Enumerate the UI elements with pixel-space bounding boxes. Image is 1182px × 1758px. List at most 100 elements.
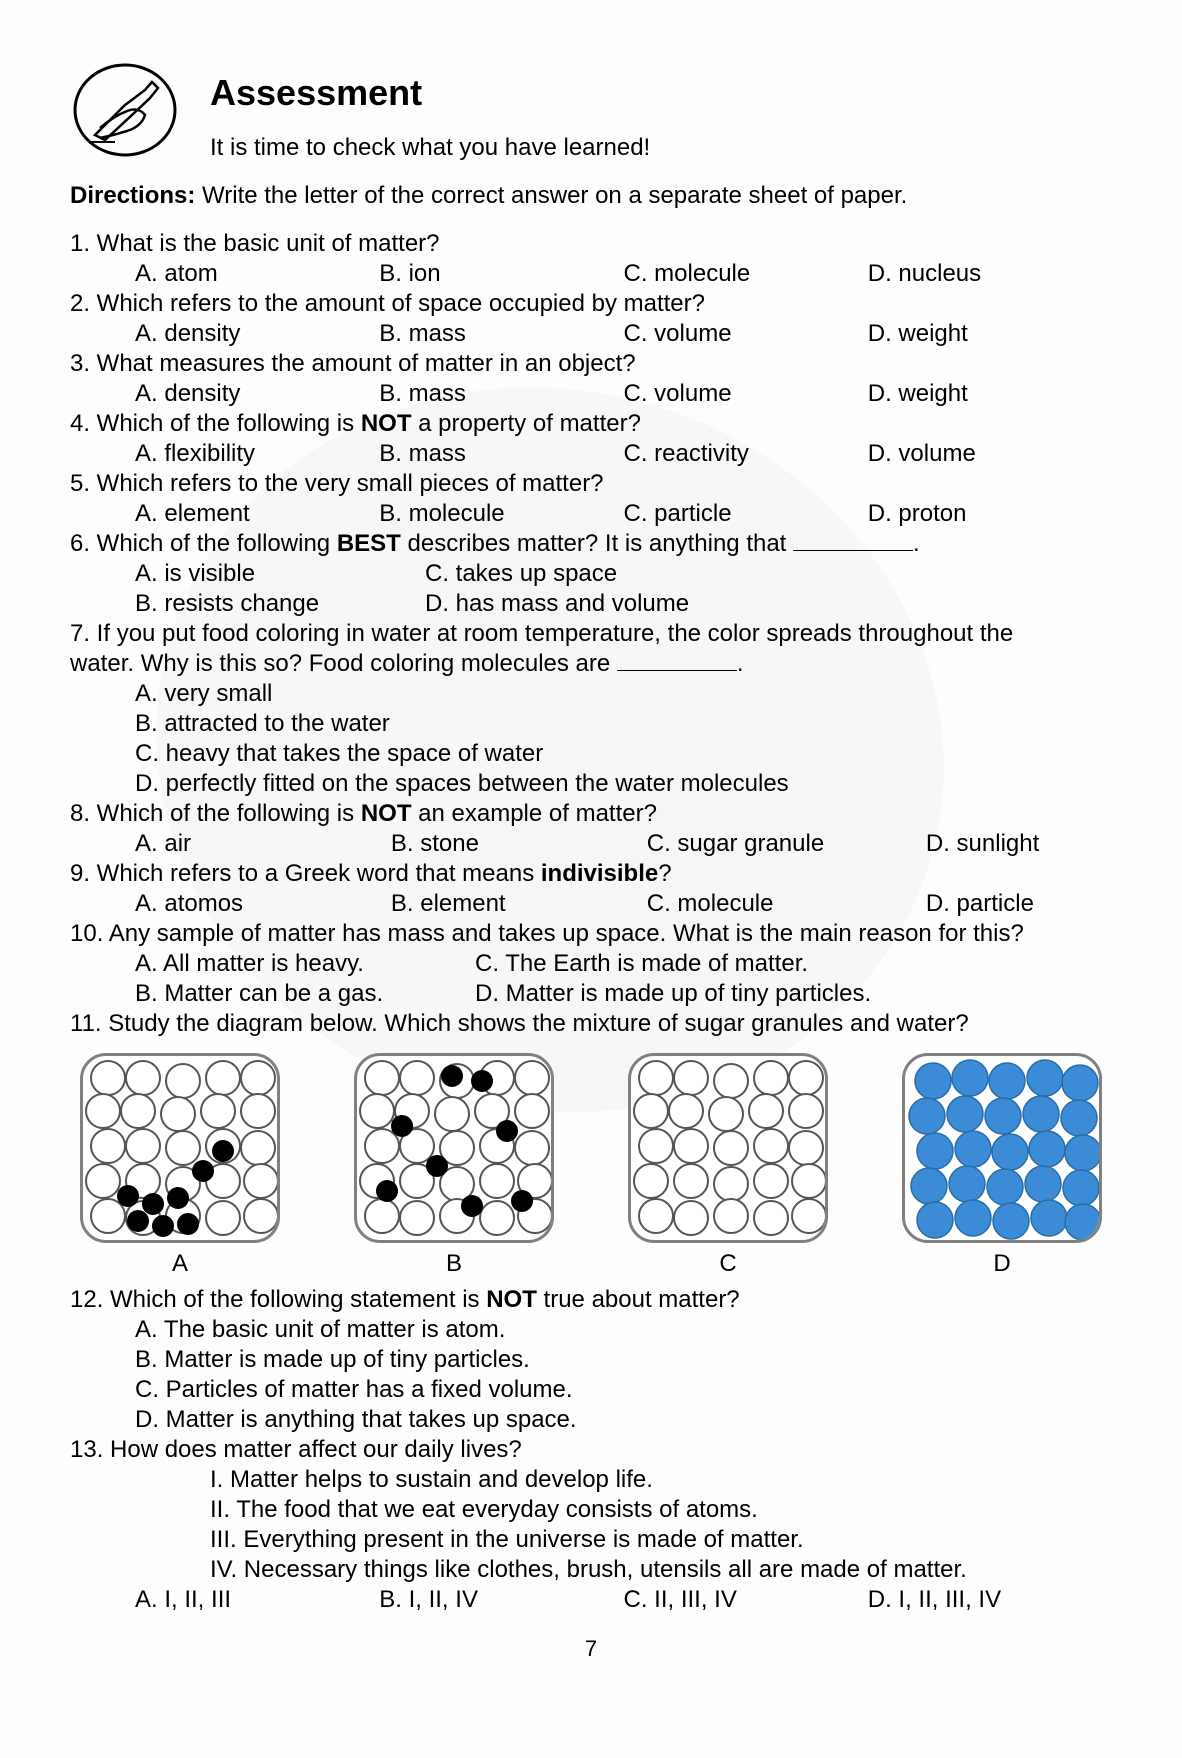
q8-text2: an example of matter? [411, 800, 656, 827]
q12-b: B. Matter is made up of tiny particles. [135, 1345, 1112, 1375]
q4-choices: A. flexibility B. mass C. reactivity D. … [70, 439, 1112, 469]
question-3: 3. What measures the amount of matter in… [70, 349, 1112, 379]
q9-text2: ? [658, 860, 671, 887]
q3-text: 3. What measures the amount of matter in… [70, 350, 636, 377]
q2-d: D. weight [868, 319, 1112, 349]
q7-b: B. attracted to the water [135, 709, 1112, 739]
q9-b: B. element [391, 889, 647, 919]
header: Assessment It is time to check what you … [70, 60, 1112, 163]
q9-choices: A. atomos B. element C. molecule D. part… [70, 889, 1112, 919]
q6-blank [793, 550, 913, 551]
diagram-b [354, 1053, 554, 1243]
q10-choices: A. All matter is heavy.C. The Earth is m… [70, 949, 1112, 1009]
q6-d: D. has mass and volume [425, 589, 689, 619]
diagram-d [902, 1053, 1102, 1243]
q6-text3: . [913, 530, 920, 557]
q1-c: C. molecule [624, 259, 868, 289]
question-2: 2. Which refers to the amount of space o… [70, 289, 1112, 319]
q3-b: B. mass [379, 379, 623, 409]
q3-a: A. density [135, 379, 379, 409]
q6-bold: BEST [337, 530, 401, 557]
q5-choices: A. element B. molecule C. particle D. pr… [70, 499, 1112, 529]
page-subtitle: It is time to check what you have learne… [210, 133, 650, 163]
diagram-c-label: C [628, 1249, 828, 1279]
question-7: 7. If you put food coloring in water at … [70, 619, 1112, 679]
q11-diagrams: A B [70, 1053, 1112, 1279]
q8-c: C. sugar granule [647, 829, 926, 859]
q4-text1: 4. Which of the following is [70, 410, 361, 437]
diagram-a-label: A [80, 1249, 280, 1279]
question-12: 12. Which of the following statement is … [70, 1285, 1112, 1315]
q5-b: B. molecule [379, 499, 623, 529]
diagram-a-cell: A [80, 1053, 280, 1279]
question-9: 9. Which refers to a Greek word that mea… [70, 859, 1112, 889]
q10-d: D. Matter is made up of tiny particles. [475, 979, 871, 1009]
q10-text: 10. Any sample of matter has mass and ta… [70, 920, 1024, 947]
q7-c: C. heavy that takes the space of water [135, 739, 1112, 769]
q4-d: D. volume [868, 439, 1112, 469]
q1-a: A. atom [135, 259, 379, 289]
q10-c: C. The Earth is made of matter. [475, 949, 808, 979]
q13-c: C. II, III, IV [624, 1585, 868, 1615]
q6-c: C. takes up space [425, 559, 617, 589]
writing-hand-icon [70, 60, 180, 160]
q12-text2: true about matter? [537, 1286, 740, 1313]
diagram-c [628, 1053, 828, 1243]
q9-c: C. molecule [647, 889, 926, 919]
q11-text: 11. Study the diagram below. Which shows… [70, 1010, 969, 1037]
q7-line1: 7. If you put food coloring in water at … [70, 619, 1112, 649]
q6-text2: describes matter? It is anything that [401, 530, 793, 557]
q2-text: 2. Which refers to the amount of space o… [70, 290, 705, 317]
q5-c: C. particle [624, 499, 868, 529]
q3-d: D. weight [868, 379, 1112, 409]
q5-a: A. element [135, 499, 379, 529]
q4-text2: a property of matter? [411, 410, 640, 437]
q13-ii: II. The food that we eat everyday consis… [210, 1495, 1112, 1525]
q12-d: D. Matter is anything that takes up spac… [135, 1405, 1112, 1435]
q1-d: D. nucleus [868, 259, 1112, 289]
q13-d: D. I, II, III, IV [868, 1585, 1112, 1615]
q13-iv: IV. Necessary things like clothes, brush… [210, 1555, 1112, 1585]
q12-text1: 12. Which of the following statement is [70, 1286, 486, 1313]
q7-a: A. very small [135, 679, 1112, 709]
q2-choices: A. density B. mass C. volume D. weight [70, 319, 1112, 349]
q7-d: D. perfectly fitted on the spaces betwee… [135, 769, 1112, 799]
q8-a: A. air [135, 829, 391, 859]
q13-i: I. Matter helps to sustain and develop l… [210, 1465, 1112, 1495]
q9-a: A. atomos [135, 889, 391, 919]
question-6: 6. Which of the following BEST describes… [70, 529, 1112, 559]
question-11: 11. Study the diagram below. Which shows… [70, 1009, 1112, 1039]
q4-a: A. flexibility [135, 439, 379, 469]
question-13: 13. How does matter affect our daily liv… [70, 1435, 1112, 1465]
q12-c: C. Particles of matter has a fixed volum… [135, 1375, 1112, 1405]
diagram-b-cell: B [354, 1053, 554, 1279]
diagram-d-cell: D [902, 1053, 1102, 1279]
q6-choices: A. is visibleC. takes up space B. resist… [70, 559, 1112, 619]
q13-text: 13. How does matter affect our daily liv… [70, 1436, 522, 1463]
q12-choices: A. The basic unit of matter is atom. B. … [70, 1315, 1112, 1435]
q1-b: B. ion [379, 259, 623, 289]
q13-choices: A. I, II, III B. I, II, IV C. II, III, I… [70, 1585, 1112, 1615]
page-title: Assessment [210, 70, 650, 115]
q12-a: A. The basic unit of matter is atom. [135, 1315, 1112, 1345]
directions-label: Directions: [70, 182, 195, 209]
q2-b: B. mass [379, 319, 623, 349]
q8-b: B. stone [391, 829, 647, 859]
diagram-c-cell: C [628, 1053, 828, 1279]
q2-c: C. volume [624, 319, 868, 349]
q10-b: B. Matter can be a gas. [135, 979, 475, 1009]
q1-text: 1. What is the basic unit of matter? [70, 230, 440, 257]
q9-text1: 9. Which refers to a Greek word that mea… [70, 860, 541, 887]
question-8: 8. Which of the following is NOT an exam… [70, 799, 1112, 829]
diagram-a [80, 1053, 280, 1243]
q8-bold: NOT [361, 800, 412, 827]
question-4: 4. Which of the following is NOT a prope… [70, 409, 1112, 439]
q1-choices: A. atom B. ion C. molecule D. nucleus [70, 259, 1112, 289]
page-number: 7 [70, 1635, 1112, 1663]
q8-choices: A. air B. stone C. sugar granule D. sunl… [70, 829, 1112, 859]
q7-line2b: . [737, 650, 744, 677]
diagram-d-label: D [902, 1249, 1102, 1279]
q7-line2a: water. Why is this so? Food coloring mol… [70, 650, 617, 677]
q13-b: B. I, II, IV [379, 1585, 623, 1615]
q5-d: D. proton [868, 499, 1112, 529]
